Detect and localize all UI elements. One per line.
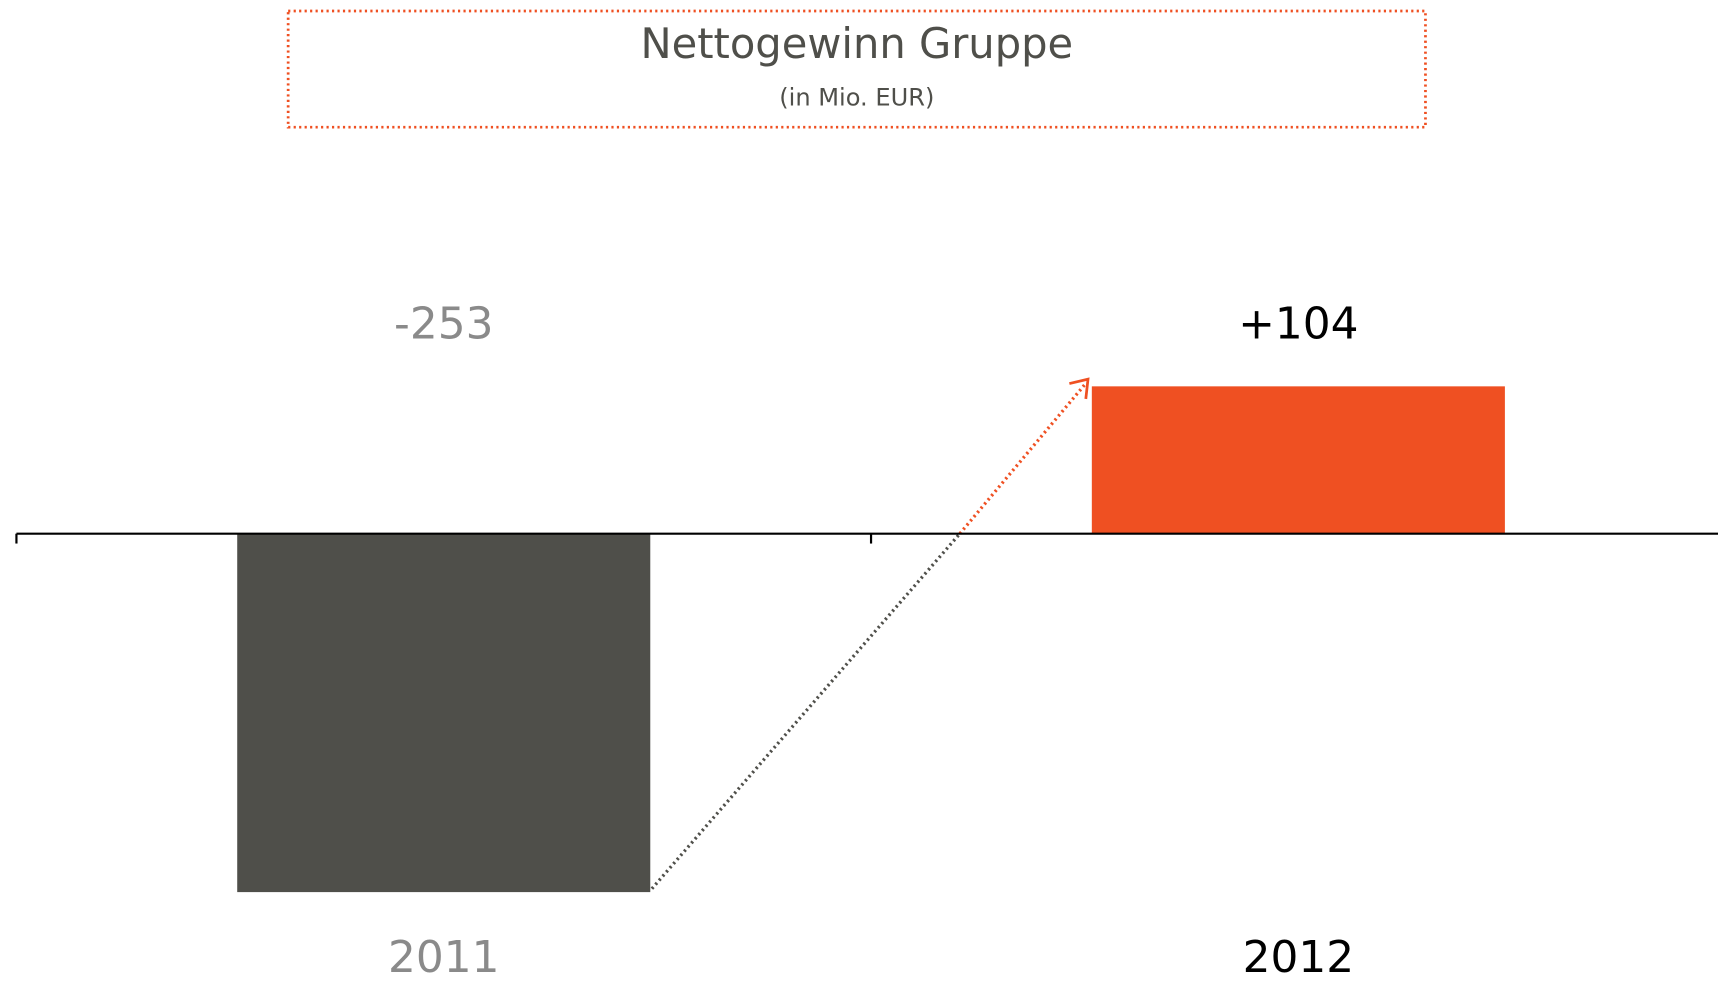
- title-box: [286, 9, 1427, 129]
- arrow-upper: [958, 383, 1086, 535]
- chart-subtitle: (in Mio. EUR): [779, 84, 934, 112]
- bars: [237, 386, 1505, 893]
- arrow-head: [1069, 377, 1090, 400]
- arrow-lower: [650, 532, 962, 890]
- chart-title: Nettogewinn Gruppe: [640, 19, 1073, 68]
- x-tick-label: 2011: [388, 932, 500, 983]
- value-label: -253: [394, 299, 493, 350]
- bar: [1091, 386, 1505, 534]
- x-tick-label: 2012: [1243, 932, 1355, 983]
- bar: [237, 533, 651, 893]
- value-label: +104: [1238, 299, 1358, 350]
